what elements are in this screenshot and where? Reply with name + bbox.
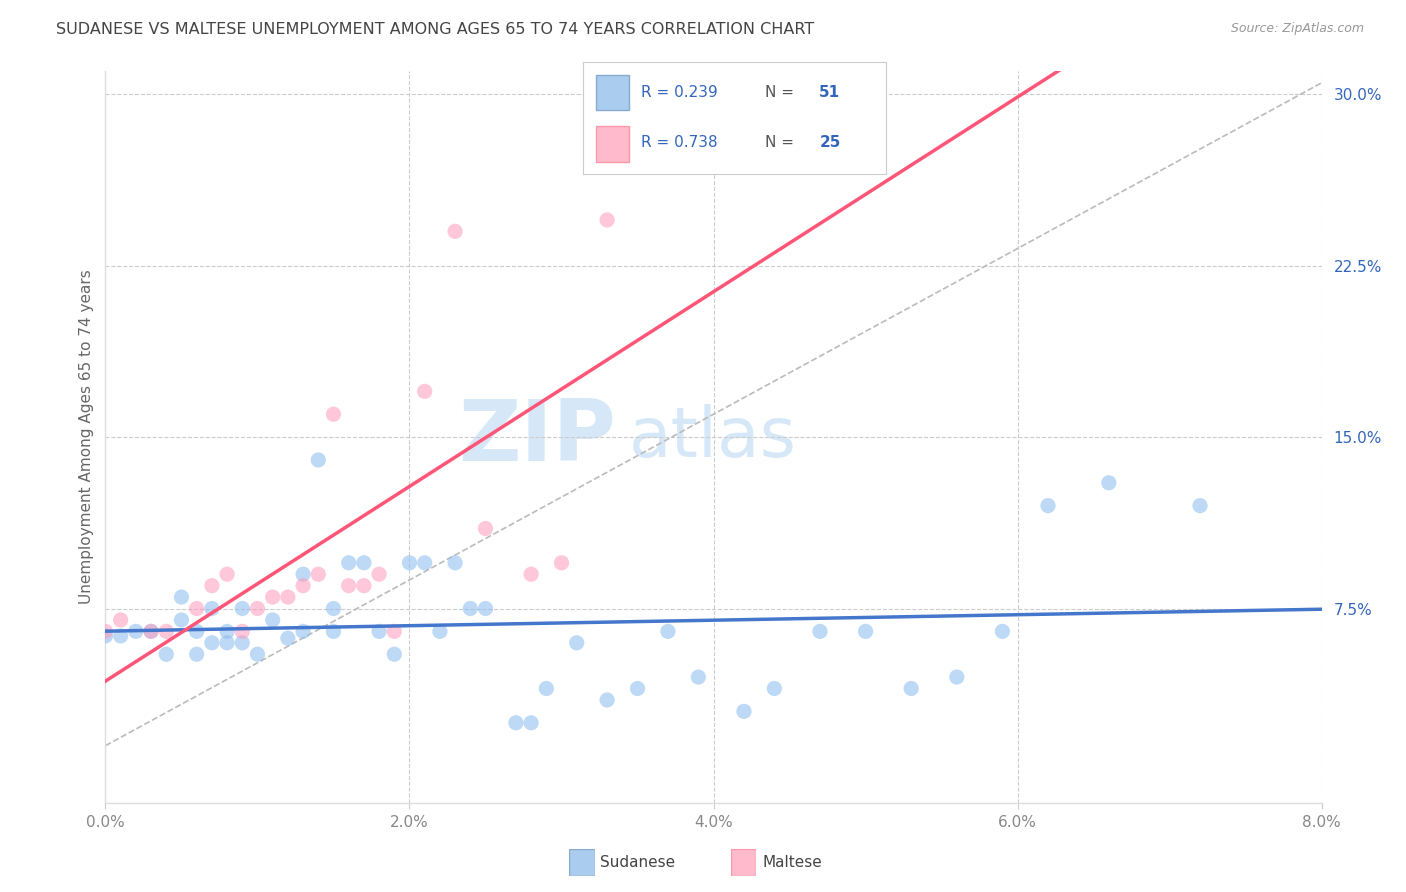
Point (217, 636, 239, 650)
Text: N =: N = (765, 85, 799, 100)
Point (382, 624, 405, 639)
Point (201, 579, 224, 593)
Point (246, 647, 269, 661)
Text: ZIP: ZIP (458, 395, 616, 479)
Point (246, 601, 269, 615)
Point (292, 579, 315, 593)
Point (855, 624, 877, 639)
Point (337, 556, 360, 570)
Point (139, 624, 162, 639)
Point (217, 624, 239, 639)
Bar (596, 75, 628, 111)
Point (945, 670, 967, 684)
Point (733, 705, 755, 719)
Y-axis label: Unemployment Among Ages 65 to 74 years: Unemployment Among Ages 65 to 74 years (79, 269, 94, 605)
Point (565, 636, 588, 650)
Point (322, 624, 344, 639)
Point (596, 693, 619, 707)
Point (368, 567, 391, 582)
Point (292, 624, 315, 639)
Point (429, 624, 451, 639)
Text: Sudanese: Sudanese (600, 855, 675, 870)
Point (322, 601, 344, 615)
Text: R = 0.239: R = 0.239 (641, 85, 717, 100)
Point (474, 521, 496, 535)
Text: SUDANESE VS MALTESE UNEMPLOYMENT AMONG AGES 65 TO 74 YEARS CORRELATION CHART: SUDANESE VS MALTESE UNEMPLOYMENT AMONG A… (56, 22, 814, 37)
Point (110, 613, 132, 627)
Point (763, 681, 786, 696)
Point (201, 636, 224, 650)
Bar (596, 126, 628, 161)
Point (186, 647, 208, 661)
Point (353, 556, 375, 570)
Point (155, 624, 177, 639)
Point (231, 636, 253, 650)
Point (94, 629, 117, 643)
Point (991, 624, 1014, 639)
Text: Maltese: Maltese (762, 855, 821, 870)
Point (474, 601, 496, 615)
Point (94, 624, 117, 639)
Point (1098, 475, 1121, 490)
Point (337, 579, 360, 593)
Point (413, 556, 436, 570)
Point (368, 624, 391, 639)
Point (641, 155, 664, 169)
Point (186, 624, 208, 639)
Point (277, 590, 299, 604)
Point (322, 407, 344, 421)
Point (688, 670, 710, 684)
Point (382, 647, 405, 661)
Text: 25: 25 (820, 136, 841, 150)
Point (550, 556, 572, 570)
Point (307, 567, 329, 582)
Point (231, 624, 253, 639)
Point (458, 601, 481, 615)
Text: Source: ZipAtlas.com: Source: ZipAtlas.com (1230, 22, 1364, 36)
Point (125, 624, 148, 639)
Point (110, 629, 132, 643)
Text: atlas: atlas (628, 403, 796, 471)
Point (170, 590, 193, 604)
Point (277, 632, 299, 646)
Text: 51: 51 (820, 85, 841, 100)
Point (262, 590, 284, 604)
Point (505, 715, 527, 730)
Point (231, 601, 253, 615)
Point (444, 224, 467, 238)
Point (139, 624, 162, 639)
Point (900, 681, 922, 696)
Point (626, 681, 648, 696)
Point (155, 647, 177, 661)
Point (201, 601, 224, 615)
Text: R = 0.738: R = 0.738 (641, 136, 717, 150)
Point (1188, 499, 1211, 513)
Point (1036, 499, 1059, 513)
Point (292, 567, 315, 582)
Text: N =: N = (765, 136, 799, 150)
Point (808, 624, 831, 639)
Point (657, 624, 679, 639)
Point (444, 556, 467, 570)
Point (353, 579, 375, 593)
Point (170, 613, 193, 627)
Point (186, 601, 208, 615)
Point (596, 213, 619, 227)
Point (413, 384, 436, 399)
Point (520, 567, 543, 582)
Point (398, 556, 420, 570)
Point (520, 715, 543, 730)
Point (536, 681, 558, 696)
Point (262, 613, 284, 627)
Point (217, 567, 239, 582)
Point (307, 453, 329, 467)
